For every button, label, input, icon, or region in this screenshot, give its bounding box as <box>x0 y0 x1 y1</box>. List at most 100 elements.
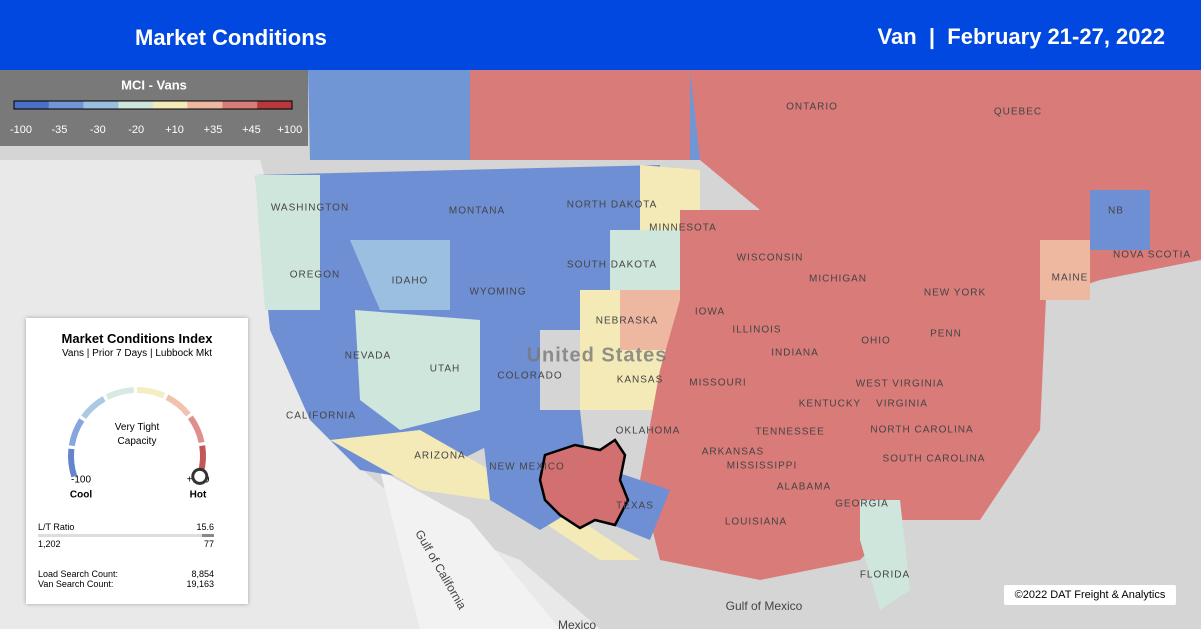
map-label: MICHIGAN <box>809 274 867 285</box>
map-label: VIRGINIA <box>876 399 928 410</box>
map-label: UTAH <box>430 364 460 375</box>
legend-label: -35 <box>51 124 67 136</box>
map-label: INDIANA <box>771 348 819 359</box>
header-info: Van | February 21-27, 2022 <box>877 24 1165 49</box>
region <box>255 175 320 310</box>
map-label: OKLAHOMA <box>616 426 681 437</box>
map-label: NB <box>1108 206 1124 217</box>
map-label: SOUTH CAROLINA <box>883 454 986 465</box>
map-label: ONTARIO <box>786 102 838 113</box>
card-title: Market Conditions Index <box>61 331 213 346</box>
copyright: ©2022 DAT Freight & Analytics <box>1004 585 1176 605</box>
gauge-segment <box>136 387 166 399</box>
gauge-segment <box>68 418 85 447</box>
lubbock-market <box>538 438 630 530</box>
legend-label: +35 <box>204 124 223 136</box>
legend-swatch <box>48 101 84 109</box>
map-label: Mexico <box>558 618 596 629</box>
map-label: NEW YORK <box>924 288 986 299</box>
map-label: SOUTH DAKOTA <box>567 260 657 271</box>
load-search: 8,854 <box>191 569 214 579</box>
map-label: CALIFORNIA <box>286 411 356 422</box>
region <box>330 430 640 560</box>
legend-border <box>13 100 293 110</box>
van-search-label: Van Search Count: <box>38 579 114 589</box>
map-label: IOWA <box>695 307 725 318</box>
region <box>1040 240 1090 300</box>
map-label: ARKANSAS <box>702 447 764 458</box>
map-label: NEW MEXICO <box>489 462 565 473</box>
map-label: NEVADA <box>345 351 391 362</box>
legend-label: +100 <box>277 124 302 136</box>
legend-label: -20 <box>128 124 144 136</box>
map-label: FLORIDA <box>860 570 910 581</box>
region <box>610 230 680 290</box>
map-label: OREGON <box>290 270 340 281</box>
map-label: MISSISSIPPI <box>727 461 797 472</box>
info-card: Market Conditions Index Vans | Prior 7 D… <box>26 318 248 604</box>
map-label: PENN <box>930 329 962 340</box>
map-label: WEST VIRGINIA <box>856 379 944 390</box>
map-label: TENNESSEE <box>755 427 825 438</box>
ratio: 15.6 <box>196 522 214 532</box>
mexico-land <box>380 470 560 629</box>
map-label: GEORGIA <box>835 499 889 510</box>
map-label: WASHINGTON <box>271 203 349 214</box>
trucks: 77 <box>203 539 214 549</box>
gauge-segment <box>165 394 191 417</box>
region <box>860 500 910 610</box>
map-label: KENTUCKY <box>799 399 861 410</box>
legend-label: +10 <box>165 124 184 136</box>
gauge-segment <box>81 396 106 420</box>
legend-label: +45 <box>242 124 261 136</box>
map-label: ARIZONA <box>414 451 465 462</box>
legend-swatch <box>153 101 188 109</box>
card-subtitle: Vans | Prior 7 Days | Lubbock Mkt <box>61 348 213 359</box>
map-label: LOUISIANA <box>725 517 787 528</box>
legend-label: -30 <box>90 124 106 136</box>
map-label: ILLINOIS <box>732 325 781 336</box>
gauge-knob <box>191 467 209 485</box>
legend-swatch <box>118 101 153 109</box>
van-search: 19,163 <box>186 579 214 589</box>
legend-swatch <box>14 101 49 109</box>
map-label: Gulf of Mexico <box>726 599 803 613</box>
map-label: MINNESOTA <box>649 223 717 234</box>
map-label: NOVA SCOTIA <box>1113 250 1191 261</box>
header-title: Market Conditions <box>135 25 327 50</box>
map-label: QUEBEC <box>994 107 1042 118</box>
legend-swatch <box>257 101 292 109</box>
map-label: MONTANA <box>449 206 505 217</box>
ratio-bar <box>38 534 214 537</box>
map-label: MISSOURI <box>689 378 746 389</box>
header: Market Conditions Van | February 21-27, … <box>0 0 1201 70</box>
map-label: IDAHO <box>392 276 429 287</box>
map-label: NEBRASKA <box>596 316 658 327</box>
ratio-label: L/T Ratio <box>38 522 75 532</box>
equipment: Van <box>877 24 917 49</box>
map-label: ALABAMA <box>777 482 831 493</box>
legend-label: -100 <box>10 124 32 136</box>
map-label: WYOMING <box>470 287 527 298</box>
legend-swatch <box>83 101 119 109</box>
region <box>1090 190 1150 250</box>
legend-swatch <box>187 101 223 109</box>
map-label: United States <box>527 344 668 366</box>
load-search-label: Load Search Count: <box>38 569 119 579</box>
map-label: MAINE <box>1052 273 1089 284</box>
gauge-segment <box>105 387 134 400</box>
map-label: OHIO <box>861 336 891 347</box>
max-label: Hot <box>190 490 207 501</box>
min: -100 <box>71 475 91 486</box>
region <box>470 70 690 160</box>
map-label: KANSAS <box>617 375 664 386</box>
legend-title: MCI - Vans <box>121 77 187 92</box>
loads: 1,202 <box>38 539 61 549</box>
map-label: WISCONSIN <box>737 253 804 264</box>
map-label: NORTH DAKOTA <box>567 200 658 211</box>
gauge: Very Tight Capacity -100 Cool +100 Hot <box>68 387 210 501</box>
region <box>355 310 480 430</box>
status: Very Tight Capacity <box>114 422 160 447</box>
